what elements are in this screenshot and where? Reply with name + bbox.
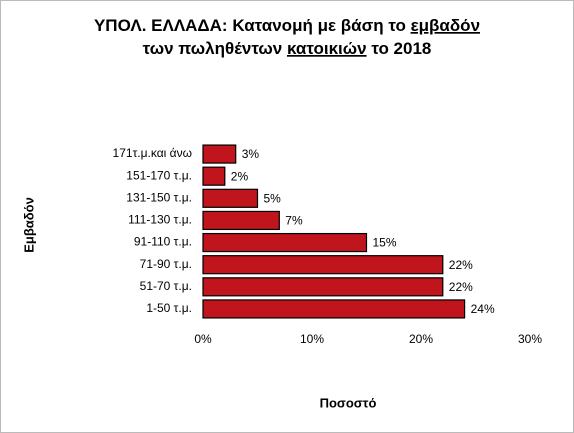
bar [202,255,444,275]
x-tick-label: 10% [300,332,324,346]
x-tick-label: 30% [518,332,542,346]
title-part: ΥΠΟΛ. ΕΛΛΑΔΑ: [94,16,228,35]
value-label: 7% [285,214,303,228]
value-label: 2% [231,169,249,183]
title-part: το 2018 [371,39,431,58]
y-tick-label: 171τ.μ.και άνω [113,146,192,160]
bar [202,144,237,164]
bar [202,232,368,253]
y-tick-label: 131-150 τ.μ. [126,190,192,204]
value-label: 15% [373,236,397,250]
bar [202,277,444,297]
title-part: Κατανομή με βάση το [232,16,406,35]
bar [202,166,226,186]
title-part: εμβαδόν [411,16,480,35]
chart-title: των πωληθέντων κατοικιών το 2018 [143,39,432,58]
chart-title: ΥΠΟΛ. ΕΛΛΑΔΑ: Κατανομή με βάση το εμβαδό… [94,16,480,35]
x-tick-label: 0% [194,332,212,346]
y-tick-label: 151-170 τ.μ. [126,168,192,182]
y-tick-label: 71-90 τ.μ. [140,257,192,271]
value-label: 3% [242,147,260,161]
x-tick-label: 20% [409,332,433,346]
bar [202,210,280,231]
x-axis-title: Ποσοστό [320,395,377,410]
bar [202,299,466,319]
value-label: 22% [449,280,473,294]
y-tick-label: 91-110 τ.μ. [134,235,192,249]
y-tick-label: 1-50 τ.μ. [146,301,192,315]
value-label: 5% [264,191,282,205]
y-tick-label: 111-130 τ.μ. [128,213,192,227]
bar [202,188,259,208]
title-part: των πωληθέντων [143,39,283,58]
value-label: 24% [471,302,495,316]
value-label: 22% [449,258,473,272]
title-part: κατοικιών [287,39,367,58]
y-tick-label: 51-70 τ.μ. [140,279,192,293]
y-axis-title: Εμβαδόν [21,197,36,253]
